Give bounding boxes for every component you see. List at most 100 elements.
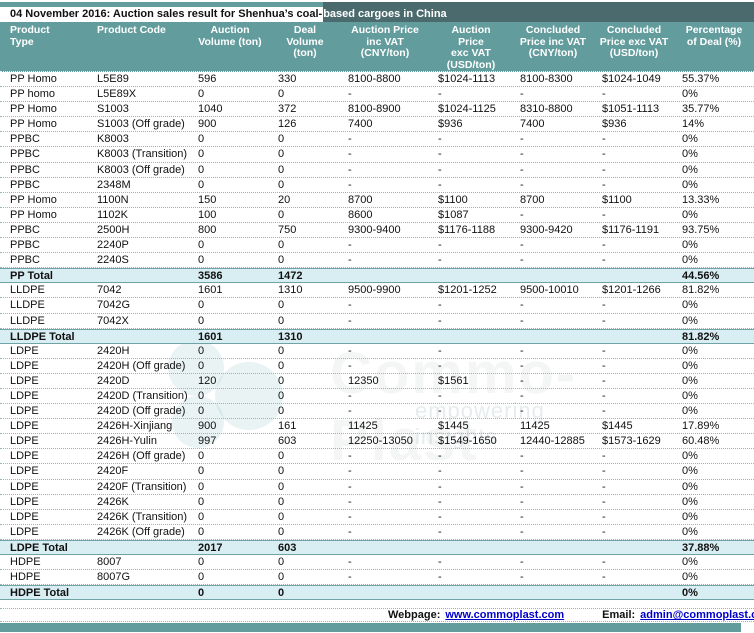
table-cell [340,541,430,555]
table-cell: 8007 [97,556,122,568]
email-link[interactable]: admin@commoplast.com [640,609,754,622]
table-cell: 55.37% [682,73,720,85]
table-cell: - [602,389,606,402]
table-row: PP Homo 1102K 100 0 8600 $1087 - - 0% [0,208,754,223]
table-cell: - [438,571,442,584]
table-row: HDPE 8007 0 0 - - - - 0% [0,555,754,571]
table-cell: 0 [278,208,285,221]
table-cell: 9300-9420 [520,223,573,236]
table-cell: 12350 [348,374,379,387]
table-cell: $1445 [602,420,633,433]
webpage-label: Webpage: [388,609,441,622]
table-row: LDPE 2426H-Yulin 997 603 12250-13050 $1549-16… [0,434,754,450]
table-cell: 2420D (Transition) [97,389,188,402]
title-bar: 04 November 2016: Auction sales result f… [0,2,754,22]
table-cell: 2420H (Off grade) [97,359,186,372]
table-cell: 0 [278,405,285,418]
table-cell: L5E89X [97,88,137,101]
table-cell: 13.33% [682,193,720,206]
table-row: LLDPE 7042G 0 0 - - - - 0% [0,298,754,314]
table-cell: $936 [602,118,627,131]
table-cell: - [348,480,352,493]
table-cell: $1176-1191 [602,223,660,236]
table-cell: 900 [198,420,217,433]
table-cell: 2426H-Yulin [97,435,157,448]
table-row: LDPE 2420F (Transition) 0 0 - - - - 0% [0,480,754,495]
table-cell: - [438,510,442,523]
table-cell: 12440-12885 [520,435,585,448]
table-cell: - [438,314,442,327]
table-cell: 0 [198,556,205,568]
column-header: Auction Volume (ton) [198,24,262,48]
table-cell: 0 [198,359,205,372]
table-row: LDPE 2426K (Transition) 0 0 - - - - 0% [0,510,754,525]
table-cell: 0% [682,178,698,191]
table-cell: 8600 [348,208,373,221]
column-header: Percentage of Deal (%) [685,24,743,48]
table-cell: - [348,571,352,584]
table-cell: LLDPE [10,284,45,297]
table-cell: $1100 [438,193,468,206]
table-cell [90,269,190,283]
table-cell: LDPE [10,420,39,433]
table-cell: 1472 [278,270,303,283]
column-header: Deal Volume (ton) [286,24,324,59]
table-cell: 2500H [97,223,130,236]
table-cell: 0 [198,450,205,463]
table-cell: 1601 [198,330,223,343]
report-title-end-part: based cargoes in China [323,8,447,20]
table-cell: LDPE [10,525,39,538]
webpage-link[interactable]: www.commoplast.com [445,609,565,622]
table-cell: - [602,239,606,252]
table-cell: - [520,510,524,523]
table-cell: 900 [198,118,217,131]
table-cell: 1102K [97,208,128,221]
table-cell: - [520,571,524,584]
table-cell [340,330,430,344]
table-cell: 0 [278,344,285,357]
table-cell: - [602,571,606,584]
table-cell: 0% [682,148,698,161]
table-cell: - [602,208,606,221]
table-cell: - [348,389,352,402]
table-cell: LLDPE [10,299,45,312]
table-cell: LDPE [10,480,39,493]
table-cell: 0 [278,480,285,493]
table-cell: LLDPE Total [10,330,75,343]
table-cell: - [520,374,524,387]
table-cell: 20 [278,193,291,206]
table-cell: - [602,465,606,478]
table-row: HDPE 8007G 0 0 - - - - 0% [0,570,754,586]
table-cell: 0% [682,405,698,418]
table-cell: 372 [278,103,297,116]
table-cell: 60.48% [682,435,720,448]
table-cell: 800 [198,223,217,236]
teal-strip [0,2,324,7]
table-cell: PPBC [10,178,40,191]
table-cell: 596 [198,73,217,85]
table-cell: 0 [198,254,205,267]
table-cell: - [602,510,606,523]
table-cell: 0 [198,344,205,357]
table-cell: - [520,495,524,508]
table-row: LDPE 2420H 0 0 - - - - 0% [0,344,754,359]
table-cell: S1003 (Off grade) [97,118,185,131]
table-cell: - [602,359,606,372]
table-cell: 603 [278,435,297,448]
table-cell: 2420D [97,374,130,387]
table-cell [90,541,190,555]
table-cell: $1051-1113 [602,103,660,116]
table-row: PP Homo S1003 1040 372 8100-8900 $1024-1125 83… [0,102,754,118]
table-cell: 0% [682,344,698,357]
table-cell: 0 [198,314,205,327]
table-cell: 0 [198,389,205,402]
table-cell: - [602,495,606,508]
table-cell: 93.75% [682,223,720,236]
table-cell: PP Homo [10,103,57,116]
table-cell: - [602,556,606,568]
table-cell: 0 [278,389,285,402]
table-cell: LDPE [10,465,39,478]
table-cell: 0 [278,571,285,584]
table-row: LDPE 2426H-Xinjiang 900 161 11425 $1445 11425 $… [0,419,754,435]
